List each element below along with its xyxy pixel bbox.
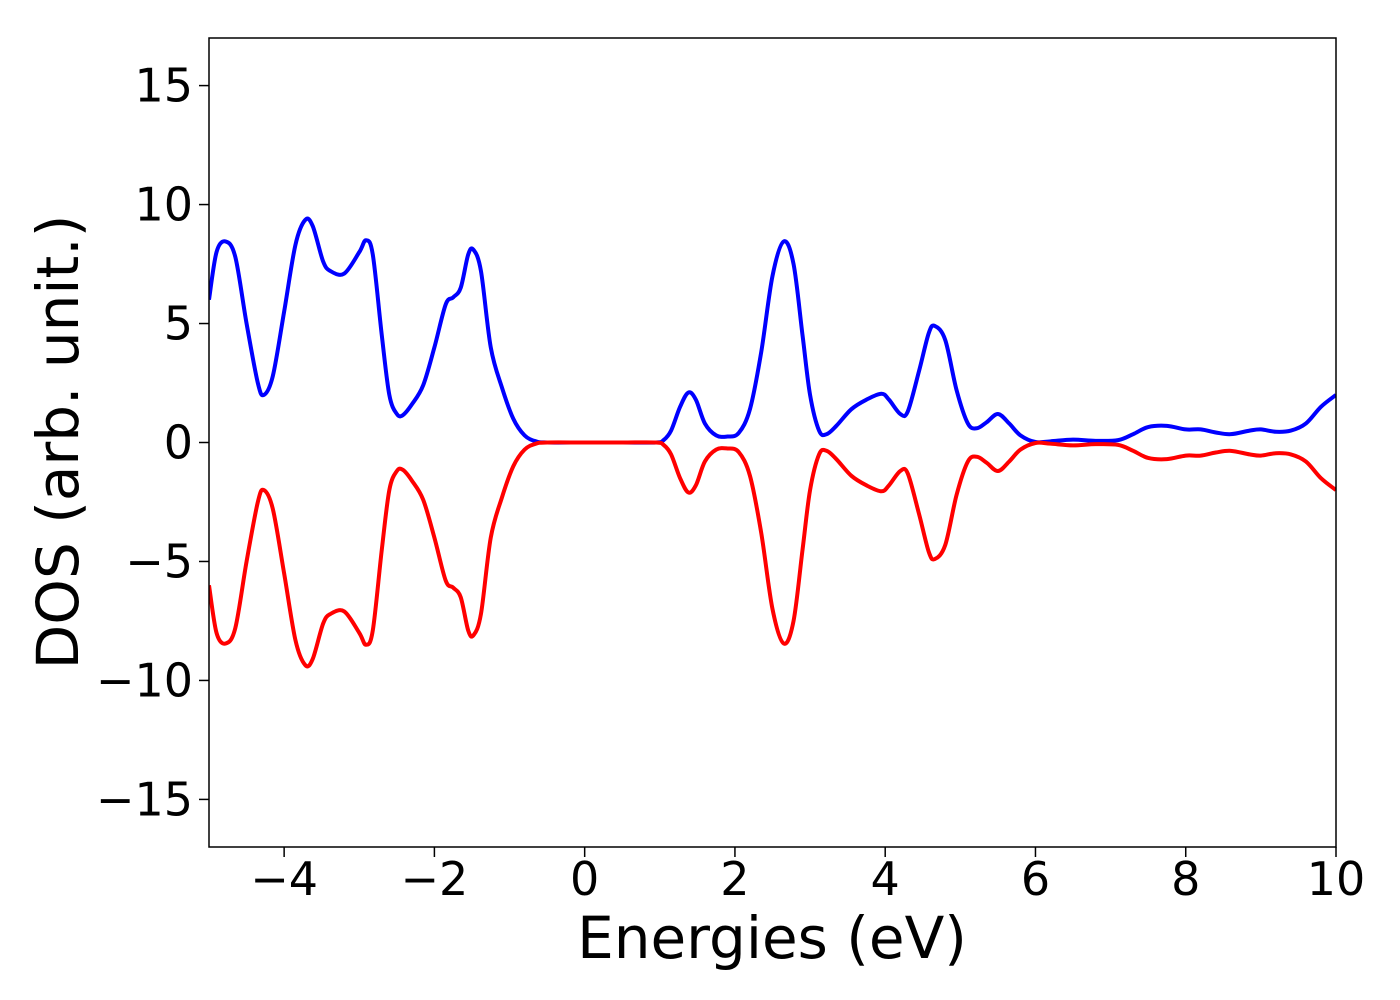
x-axis-label: Energies (eV)	[577, 904, 967, 972]
series-layer	[209, 216, 1336, 669]
y-axis: −15 −10 −5 0 5 10 15	[96, 59, 209, 826]
y-axis-label: DOS (arb. unit.)	[24, 215, 92, 670]
x-tick-label: 6	[1021, 852, 1050, 906]
y-tick-label: 0	[164, 416, 193, 470]
y-tick-label: −5	[125, 534, 193, 588]
y-tick-label: −15	[96, 772, 193, 826]
y-tick-label: 5	[164, 297, 193, 351]
y-tick-label: 15	[134, 59, 193, 113]
y-tick-label: −10	[96, 653, 193, 707]
x-tick-label: −2	[400, 852, 468, 906]
x-tick-label: 2	[720, 852, 749, 906]
x-tick-label: 10	[1307, 852, 1366, 906]
x-tick-label: −4	[250, 852, 318, 906]
series-line-1	[209, 440, 1336, 669]
x-tick-label: 4	[871, 852, 900, 906]
x-tick-label: 0	[570, 852, 599, 906]
x-tick-label: 8	[1171, 852, 1200, 906]
y-tick-label: 10	[134, 178, 193, 232]
x-axis: −4 −2 0 2 4 6 8 10	[250, 847, 1365, 906]
series-line-0	[209, 216, 1336, 445]
plot-frame	[208, 37, 1337, 848]
